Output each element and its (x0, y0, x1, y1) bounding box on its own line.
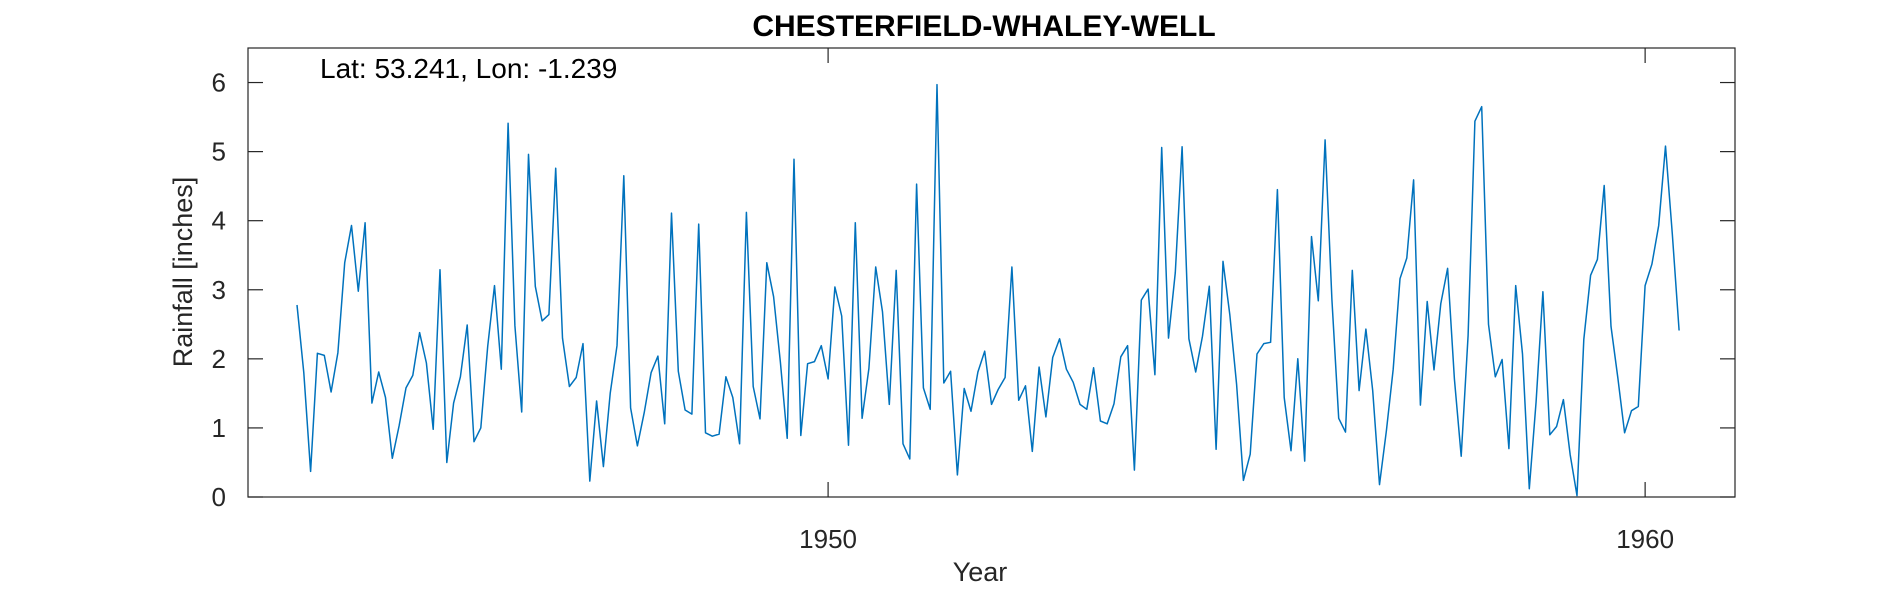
y-tick-label: 2 (212, 344, 226, 374)
location-annotation: Lat: 53.241, Lon: -1.239 (320, 53, 617, 84)
y-tick-label: 5 (212, 137, 226, 167)
plot-axes: 0 1 2 3 4 5 6 1950 1960 (212, 47, 1736, 554)
x-tick-label: 1950 (799, 524, 857, 554)
y-tick-label: 3 (212, 275, 226, 305)
plot-frame (247, 47, 1736, 498)
x-tick-label: 1960 (1616, 524, 1674, 554)
y-axis-label: Rainfall [inches] (168, 177, 198, 368)
y-tick-label: 4 (212, 206, 226, 236)
y-tick-label: 1 (212, 413, 226, 443)
chart-title: CHESTERFIELD-WHALEY-WELL (752, 10, 1215, 43)
y-tick-label: 0 (212, 482, 226, 512)
y-tick-label: 6 (212, 68, 226, 98)
series-line-rainfall (296, 83, 1680, 497)
x-axis-label: Year (953, 557, 1008, 587)
